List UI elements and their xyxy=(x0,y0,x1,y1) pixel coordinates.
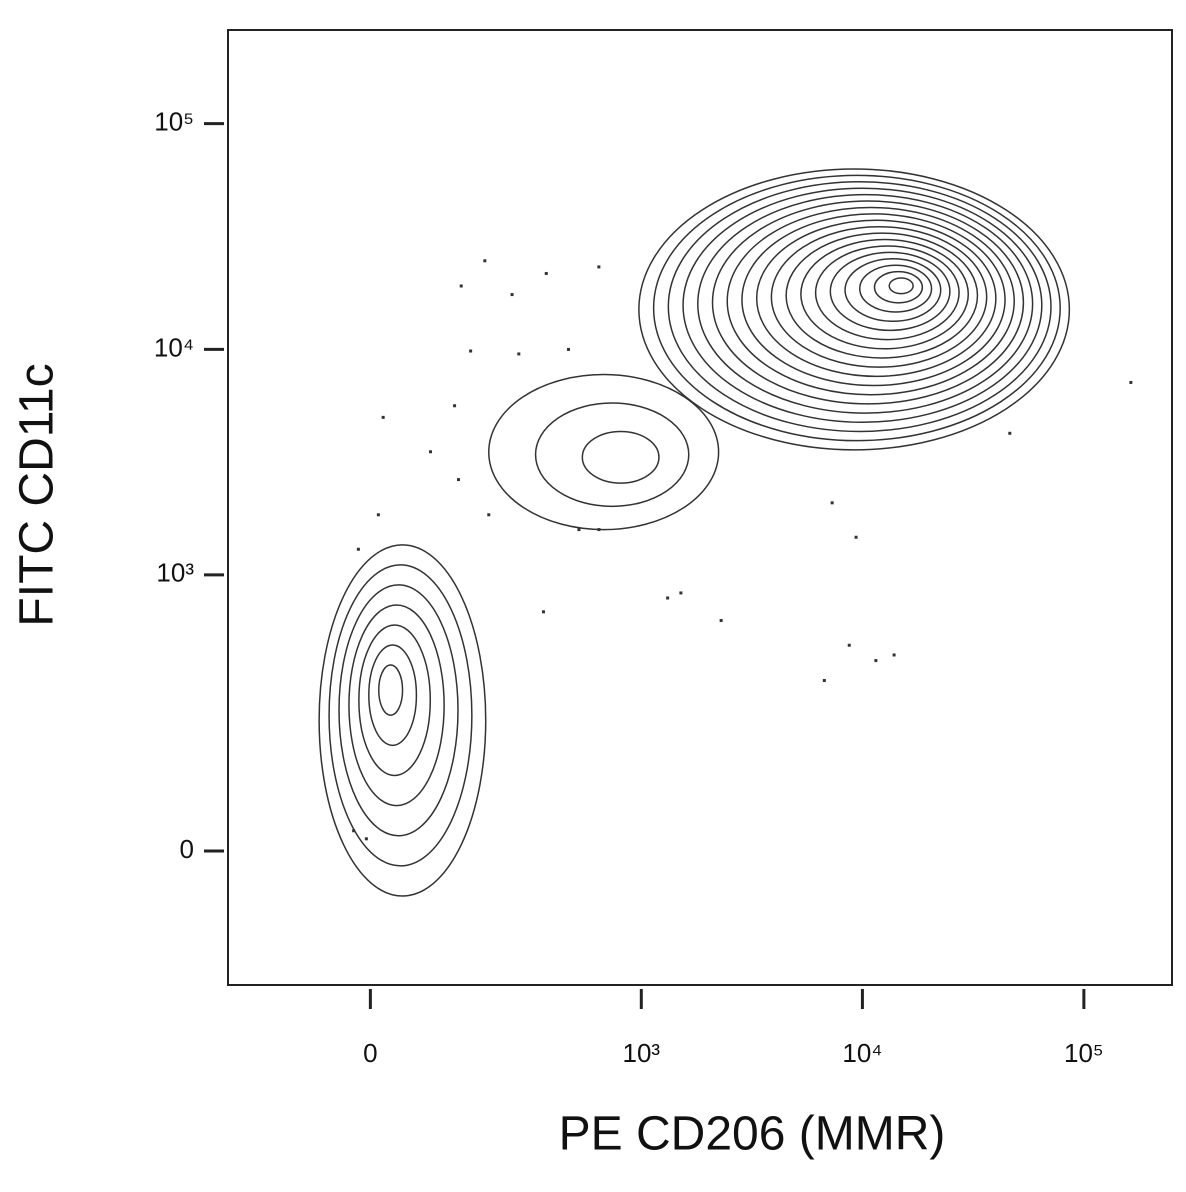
contour-ring xyxy=(534,402,690,508)
outlier-point xyxy=(483,259,487,263)
y-axis-label: FITC CD11c xyxy=(11,363,64,626)
contour-ring xyxy=(358,624,432,777)
contour-ring xyxy=(873,270,924,304)
x-tick-label: 10⁵ xyxy=(1064,1038,1104,1068)
outlier-point xyxy=(428,450,432,454)
outlier-point xyxy=(719,619,723,623)
outlier-point xyxy=(381,415,385,419)
outlier-point xyxy=(352,829,356,833)
contour-ring xyxy=(368,644,418,747)
contour-ring xyxy=(770,225,988,368)
y-tick-label: 0 xyxy=(180,834,194,864)
outlier-point xyxy=(356,547,360,551)
contour-ring xyxy=(378,664,404,716)
contour-ring xyxy=(581,430,660,484)
contour-ring xyxy=(348,604,445,807)
x-axis-label: PE CD206 (MMR) xyxy=(559,1108,946,1161)
x-tick-label: 10³ xyxy=(623,1038,661,1068)
outlier-point xyxy=(679,591,683,595)
contour-ring xyxy=(829,251,951,332)
outlier-point xyxy=(456,478,460,482)
outlier-point xyxy=(597,528,601,532)
outlier-point xyxy=(666,596,670,600)
outlier-point xyxy=(874,659,878,663)
contour-ring xyxy=(338,584,459,837)
outlier-point xyxy=(364,837,368,841)
outlier-point xyxy=(892,653,896,657)
contour-ring xyxy=(652,174,1061,442)
contour-ring xyxy=(814,245,960,341)
outlier-point xyxy=(830,501,834,505)
outlier-point xyxy=(1008,431,1012,435)
outlier-point xyxy=(487,513,491,517)
contour-ring xyxy=(844,258,942,322)
contour-ring xyxy=(328,564,473,867)
y-tick-label: 10³ xyxy=(156,558,194,588)
contour-ring xyxy=(667,181,1052,433)
outlier-point xyxy=(459,284,463,288)
contour-ring xyxy=(488,373,720,531)
contour-ring xyxy=(711,200,1025,405)
outlier-point xyxy=(469,349,473,353)
contour-ring xyxy=(318,544,487,897)
x-tick-label: 0 xyxy=(363,1038,377,1068)
y-tick-label: 10⁵ xyxy=(154,107,194,137)
contour-ring xyxy=(800,238,970,350)
contour-ring xyxy=(697,193,1034,414)
outlier-point xyxy=(577,528,581,532)
outlier-point xyxy=(1129,380,1133,384)
contour-ring xyxy=(726,206,1015,396)
outlier-point xyxy=(566,347,570,351)
outlier-point xyxy=(544,271,548,275)
y-tick-label: 10⁴ xyxy=(154,332,194,362)
contour-ring xyxy=(755,219,997,378)
outlier-point xyxy=(854,535,858,539)
outlier-point xyxy=(597,265,601,269)
x-tick-label: 10⁴ xyxy=(842,1038,882,1068)
contour-ring xyxy=(741,213,1006,387)
outlier-point xyxy=(847,643,851,647)
outlier-point xyxy=(541,610,545,614)
contour-ring xyxy=(638,168,1071,451)
contour-ring xyxy=(888,277,914,295)
outlier-point xyxy=(822,679,826,683)
contour-ring xyxy=(859,264,933,313)
outlier-point xyxy=(510,293,514,297)
contour-ring xyxy=(682,187,1043,424)
outlier-point xyxy=(376,513,380,517)
outlier-point xyxy=(453,404,457,408)
contour-ring xyxy=(785,232,979,359)
plot-frame xyxy=(227,29,1173,986)
outlier-point xyxy=(517,352,521,356)
